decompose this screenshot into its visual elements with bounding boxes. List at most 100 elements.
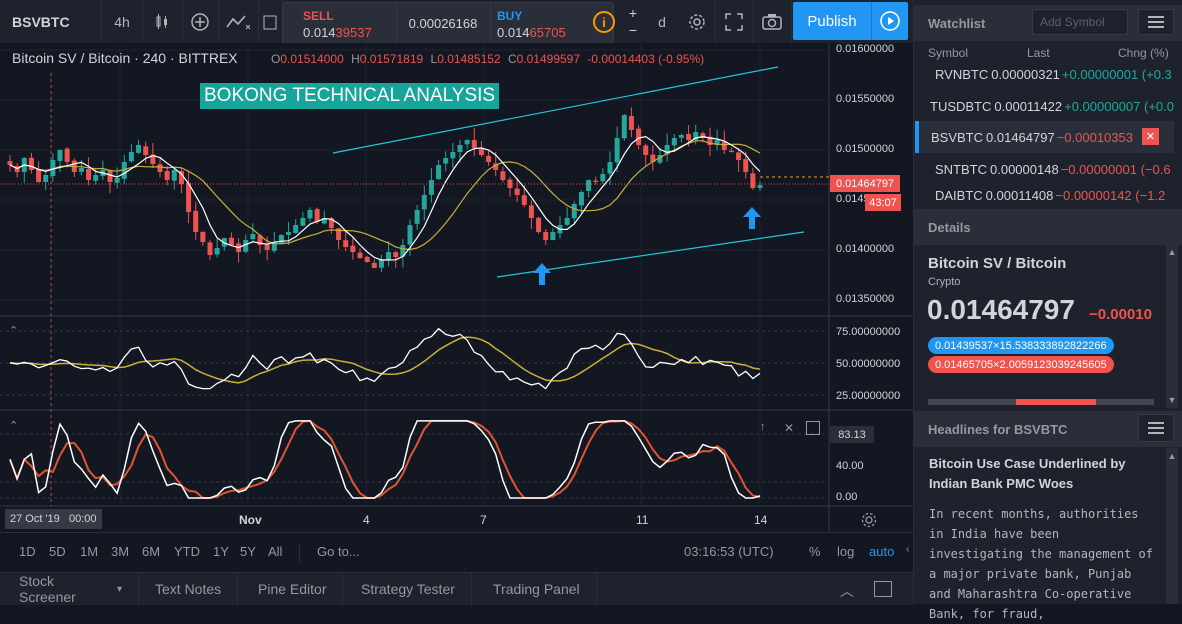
candle-body[interactable] (343, 240, 349, 247)
tab-strategy-tester[interactable]: Strategy Tester (345, 573, 472, 605)
candle-body[interactable] (243, 240, 249, 252)
candle-body[interactable] (686, 134, 692, 140)
candle-body[interactable] (728, 150, 734, 152)
range-5d[interactable]: 5D (49, 544, 66, 559)
tab-trading-panel[interactable]: Trading Panel (477, 573, 597, 605)
candle-body[interactable] (750, 173, 756, 188)
replay-button[interactable] (871, 2, 908, 40)
candle-body[interactable] (307, 210, 313, 219)
candle-body[interactable] (414, 210, 420, 224)
chevron-left-icon[interactable]: ‹ (906, 544, 910, 555)
buy-button[interactable]: BUY 0.01465705 (490, 3, 587, 43)
col-last[interactable]: Last (1027, 46, 1050, 60)
tab-text-notes[interactable]: Text Notes (139, 573, 239, 605)
range-all[interactable]: All (268, 544, 283, 559)
candle-body[interactable] (64, 148, 70, 162)
fullscreen-button[interactable] (715, 0, 754, 43)
candle-body[interactable] (257, 235, 263, 245)
goto-button[interactable]: Go to... (317, 544, 360, 559)
maximize-pane-icon[interactable] (806, 421, 820, 435)
minus-icon[interactable]: − (628, 22, 638, 38)
chevron-up-icon[interactable]: ︿ (840, 583, 854, 599)
candle-body[interactable] (571, 204, 577, 219)
candle-body[interactable] (428, 180, 434, 195)
sell-button[interactable]: SELL 0.01439537 (283, 3, 397, 43)
candle-body[interactable] (107, 170, 113, 182)
settings-button[interactable] (679, 0, 716, 43)
indicators-button[interactable] (218, 0, 259, 43)
candle-body[interactable] (643, 145, 649, 155)
headlines-menu-button[interactable] (1138, 414, 1174, 442)
candle-body[interactable] (550, 232, 556, 240)
chart-canvas[interactable] (0, 43, 913, 532)
candle-body[interactable] (736, 152, 742, 160)
candle-body[interactable] (278, 235, 284, 244)
range-ytd[interactable]: YTD (174, 544, 200, 559)
candle-body[interactable] (171, 170, 177, 181)
candle-body[interactable] (443, 158, 449, 164)
candle-body[interactable] (300, 218, 306, 226)
headline-title[interactable]: Bitcoin Use Case Underlined by Indian Ba… (929, 456, 1126, 491)
candle-body[interactable] (114, 178, 120, 183)
collapse-icon[interactable]: ⌃ (9, 420, 19, 432)
candle-body[interactable] (214, 248, 220, 255)
watchlist-row[interactable]: DAIBTC 0.00011408 −0.00000142 (−1.2 (935, 188, 1166, 203)
candle-body[interactable] (464, 140, 470, 145)
scroll-down-icon[interactable]: ▼ (1167, 395, 1177, 405)
candle-body[interactable] (28, 157, 34, 170)
candle-body[interactable] (671, 138, 677, 146)
range-6m[interactable]: 6M (142, 544, 161, 559)
candle-body[interactable] (157, 164, 163, 172)
candle-body[interactable] (514, 188, 520, 195)
candle-body[interactable] (250, 234, 256, 240)
candle-body[interactable] (228, 237, 234, 245)
tab-stock-screener[interactable]: Stock Screener ▾ (3, 573, 139, 605)
close-pane-icon[interactable]: ✕ (784, 421, 795, 435)
info-icon[interactable]: i (593, 11, 615, 33)
channel-upper-line[interactable] (332, 66, 779, 154)
candle-body[interactable] (286, 232, 292, 235)
add-symbol-input[interactable]: Add Symbol (1032, 9, 1128, 35)
candle-body[interactable] (593, 180, 599, 182)
candle-body[interactable] (707, 136, 713, 145)
candle-body[interactable] (321, 218, 327, 224)
candle-body[interactable] (743, 159, 749, 172)
percent-toggle[interactable]: % (809, 544, 821, 559)
candle-body[interactable] (57, 150, 63, 161)
range-1y[interactable]: 1Y (213, 544, 229, 559)
candle-body[interactable] (143, 146, 149, 155)
candle-body[interactable] (378, 260, 384, 268)
plus-icon[interactable]: + (628, 5, 638, 21)
channel-lower-line[interactable] (496, 231, 805, 278)
watchlist-row-selected[interactable]: BSVBTC 0.01464797 −0.00010353 (915, 121, 1174, 153)
candle-body[interactable] (450, 152, 456, 159)
snapshot-button[interactable] (753, 0, 792, 43)
candle-body[interactable] (478, 149, 484, 155)
col-change[interactable]: Chng (%) (1118, 46, 1169, 60)
candle-body[interactable] (614, 138, 620, 163)
candle-body[interactable] (186, 182, 192, 212)
compare-button[interactable] (182, 0, 219, 43)
candle-body[interactable] (528, 205, 534, 218)
candle-body[interactable] (350, 245, 356, 252)
range-1d[interactable]: 1D (19, 544, 36, 559)
candle-body[interactable] (357, 252, 363, 258)
candle-body[interactable] (600, 174, 606, 182)
candle-body[interactable] (564, 218, 570, 225)
candle-body[interactable] (386, 252, 392, 260)
range-1m[interactable]: 1M (80, 544, 99, 559)
candle-body[interactable] (7, 161, 13, 165)
candle-body[interactable] (586, 180, 592, 191)
candle-body[interactable] (628, 116, 634, 130)
details-scrollbar[interactable] (1166, 244, 1178, 408)
candle-body[interactable] (43, 175, 49, 183)
candle-body[interactable] (607, 162, 613, 174)
candle-body[interactable] (621, 115, 627, 139)
candle-body[interactable] (536, 217, 542, 232)
candle-body[interactable] (328, 218, 334, 228)
candle-body[interactable] (150, 154, 156, 164)
candle-body[interactable] (364, 256, 370, 262)
candle-body[interactable] (693, 132, 699, 140)
publish-button[interactable]: Publish (793, 2, 871, 40)
candle-body[interactable] (407, 225, 413, 245)
